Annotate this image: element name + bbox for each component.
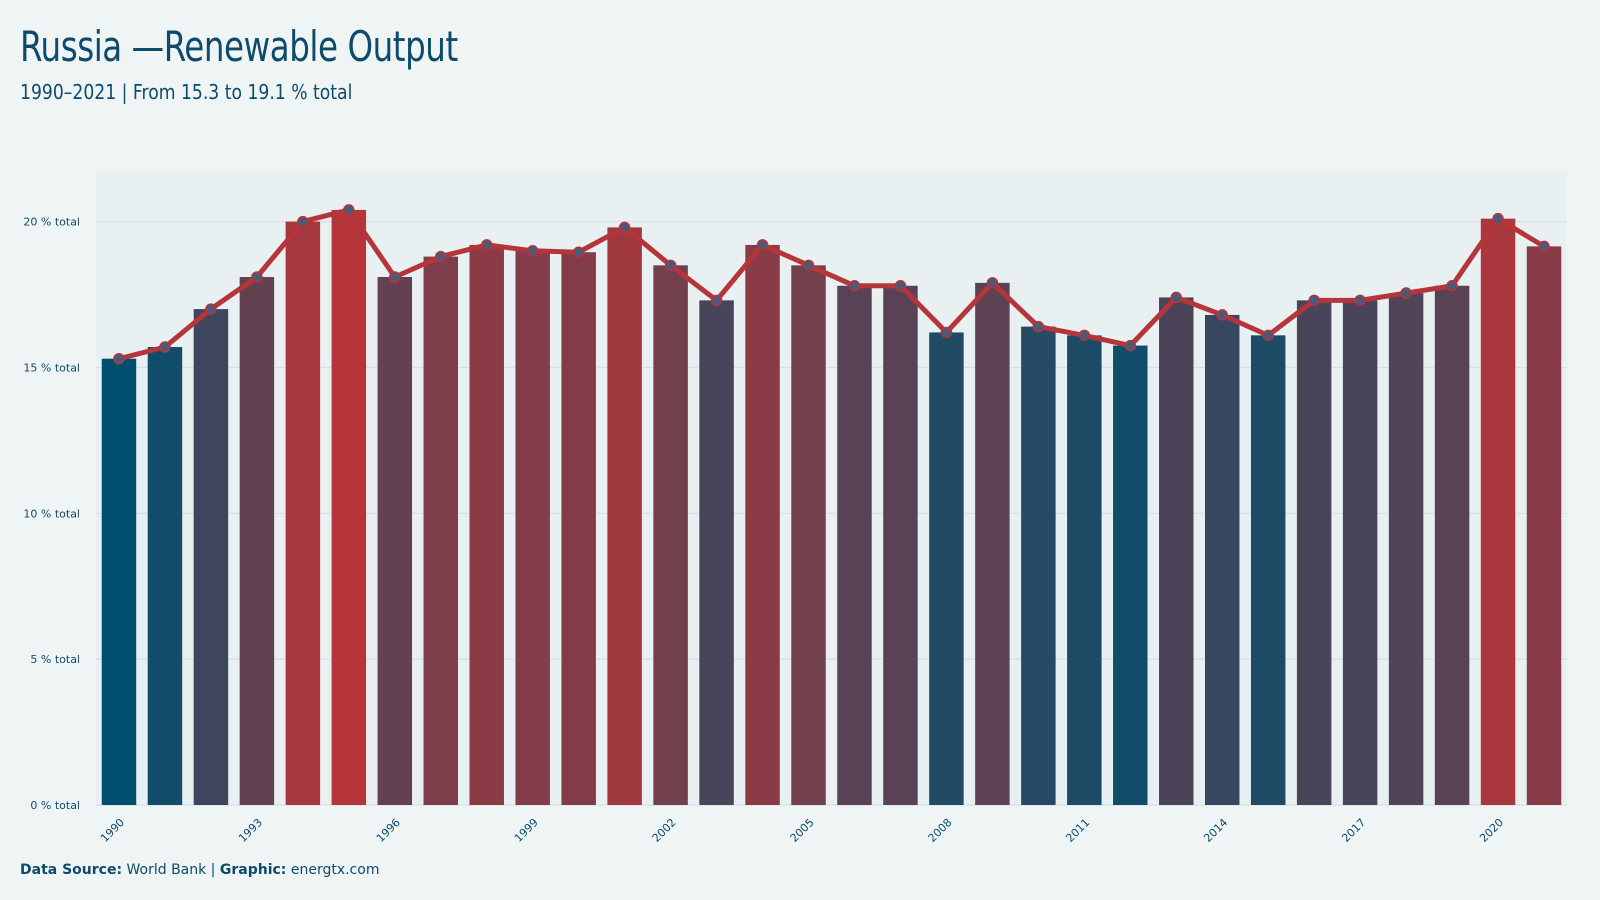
- line-point: [159, 341, 171, 353]
- line-point: [343, 204, 355, 216]
- line-point: [480, 239, 493, 251]
- bar: [653, 265, 688, 806]
- bar: [1204, 314, 1240, 805]
- x-tick-label: 1990: [98, 816, 127, 845]
- line-point: [113, 352, 125, 365]
- line-point: [526, 245, 539, 257]
- line-point: [1538, 240, 1550, 253]
- line-point: [756, 239, 769, 251]
- y-tick-label: 15 % total: [23, 361, 80, 374]
- x-tick-label: 1996: [374, 816, 403, 845]
- series-line: [116, 207, 1547, 362]
- graphic-value: energtx.com: [286, 862, 380, 878]
- bar: [883, 285, 918, 805]
- bar: [147, 347, 183, 805]
- source-value: World Bank |: [122, 862, 220, 878]
- y-tick-label: 20 % total: [23, 216, 80, 229]
- bar: [285, 221, 321, 806]
- bar: [975, 282, 1010, 806]
- line-point: [986, 277, 999, 289]
- bar: [1434, 285, 1470, 805]
- line-point: [848, 280, 861, 292]
- source-label: Data Source:: [20, 862, 123, 878]
- chart-title: Russia —Renewable Output: [20, 22, 458, 71]
- bar: [1296, 300, 1332, 805]
- line-point: [710, 294, 723, 307]
- chart-subtitle: 1990–2021 | From 15.3 to 19.1 % total: [20, 80, 353, 104]
- bar: [239, 277, 275, 806]
- line-point: [940, 326, 953, 339]
- line-point: [572, 246, 585, 258]
- line-point: [1216, 309, 1228, 321]
- line-point: [1308, 294, 1320, 307]
- line-point: [1492, 212, 1504, 225]
- bar: [331, 209, 367, 806]
- bar: [699, 300, 734, 805]
- line-point: [297, 215, 309, 228]
- line-point: [894, 280, 907, 292]
- x-tick-label: 2020: [1477, 816, 1506, 845]
- y-tick-label: 10 % total: [23, 507, 80, 520]
- line-point: [1400, 287, 1412, 299]
- bar: [193, 309, 229, 805]
- line-point: [435, 250, 447, 263]
- bar: [745, 244, 780, 805]
- x-tick-label: 2005: [788, 816, 817, 845]
- line-point: [389, 271, 401, 283]
- x-tick-label: 2008: [926, 816, 955, 845]
- line-point: [1170, 291, 1183, 304]
- bar: [101, 358, 137, 805]
- bar: [515, 250, 550, 805]
- graphic-label: Graphic:: [219, 862, 287, 878]
- line-point: [251, 271, 263, 283]
- bar: [1480, 218, 1516, 806]
- line-point: [802, 259, 815, 272]
- bar: [1342, 300, 1378, 805]
- x-tick-label: 2014: [1201, 816, 1230, 845]
- line-point: [205, 303, 217, 315]
- line-point: [618, 221, 631, 234]
- line-point: [1446, 280, 1458, 292]
- bar: [1250, 335, 1286, 805]
- bar: [469, 244, 504, 805]
- bar: [1388, 293, 1424, 805]
- bar: [607, 227, 642, 806]
- bar: [1159, 297, 1194, 805]
- line-point: [1032, 320, 1045, 333]
- bar: [1526, 246, 1562, 806]
- source-footer: Data Source: World Bank | Graphic: energ…: [20, 862, 379, 878]
- x-tick-label: 1999: [512, 816, 541, 845]
- x-tick-label: 2011: [1063, 816, 1092, 845]
- bar: [791, 265, 826, 806]
- x-tick-label: 2017: [1339, 816, 1368, 845]
- bar: [929, 332, 964, 805]
- x-tick-label: 1993: [236, 816, 265, 845]
- y-tick-label: 5 % total: [30, 653, 80, 666]
- bar: [423, 256, 459, 805]
- line-point: [1124, 339, 1137, 352]
- bar: [377, 277, 413, 806]
- bar: [1021, 326, 1056, 805]
- x-tick-label: 2002: [650, 816, 679, 845]
- bar: [1067, 335, 1102, 805]
- line-point: [1354, 294, 1366, 307]
- bar: [837, 285, 872, 805]
- bar: [561, 252, 596, 806]
- bar: [1113, 345, 1148, 805]
- y-tick-label: 0 % total: [30, 799, 80, 812]
- line-point: [1078, 329, 1091, 342]
- line-point: [664, 259, 677, 272]
- line-point: [1262, 329, 1274, 342]
